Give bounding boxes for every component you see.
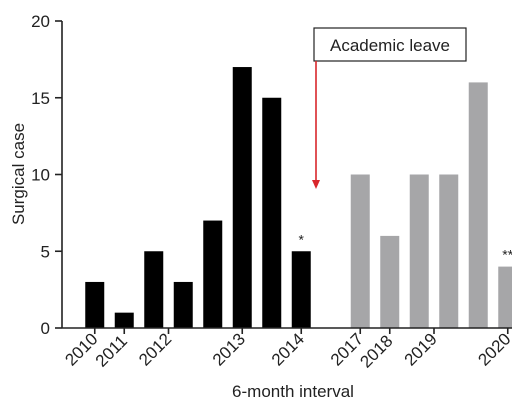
y-tick-label: 20	[31, 12, 50, 31]
x-axis-title: 6-month interval	[232, 382, 354, 401]
bars: ***	[85, 67, 512, 329]
bar	[173, 281, 193, 328]
bar	[203, 220, 223, 328]
y-tick-label: 0	[41, 319, 50, 338]
x-tick-label: 2018	[356, 331, 396, 371]
academic-leave-annotation: Academic leave	[312, 27, 467, 189]
bar	[468, 82, 488, 329]
bar	[262, 97, 282, 328]
x-tick-label: 2019	[401, 329, 441, 369]
bar	[232, 67, 252, 329]
y-axis-title: Surgical case	[9, 123, 28, 225]
x-tick-label: 2011	[92, 331, 131, 370]
bar	[144, 251, 164, 328]
x-tick-label: 2014	[268, 329, 308, 369]
bar	[291, 251, 311, 328]
y-tick-label: 5	[41, 242, 50, 261]
x-tick-label: 2010	[61, 329, 101, 369]
annotation-box	[313, 27, 467, 62]
annotation-text: Academic leave	[330, 36, 450, 55]
y-tick-label: 15	[31, 89, 50, 108]
bar	[85, 281, 105, 328]
bar-significance-label: *	[299, 231, 305, 247]
bar	[409, 174, 429, 328]
x-tick-label: 2013	[209, 329, 249, 369]
bar	[380, 235, 400, 328]
bar	[114, 312, 134, 328]
x-tick-label: 2020	[474, 329, 512, 369]
bar	[498, 266, 512, 328]
bar	[350, 174, 370, 328]
y-axis: 0 5 10 15 20	[31, 12, 63, 338]
x-tick-label: 2012	[135, 329, 175, 369]
annotation-arrow-head	[312, 180, 320, 189]
bar-significance-label: **	[502, 247, 512, 263]
bar	[439, 174, 459, 328]
y-tick-label: 10	[31, 166, 50, 185]
